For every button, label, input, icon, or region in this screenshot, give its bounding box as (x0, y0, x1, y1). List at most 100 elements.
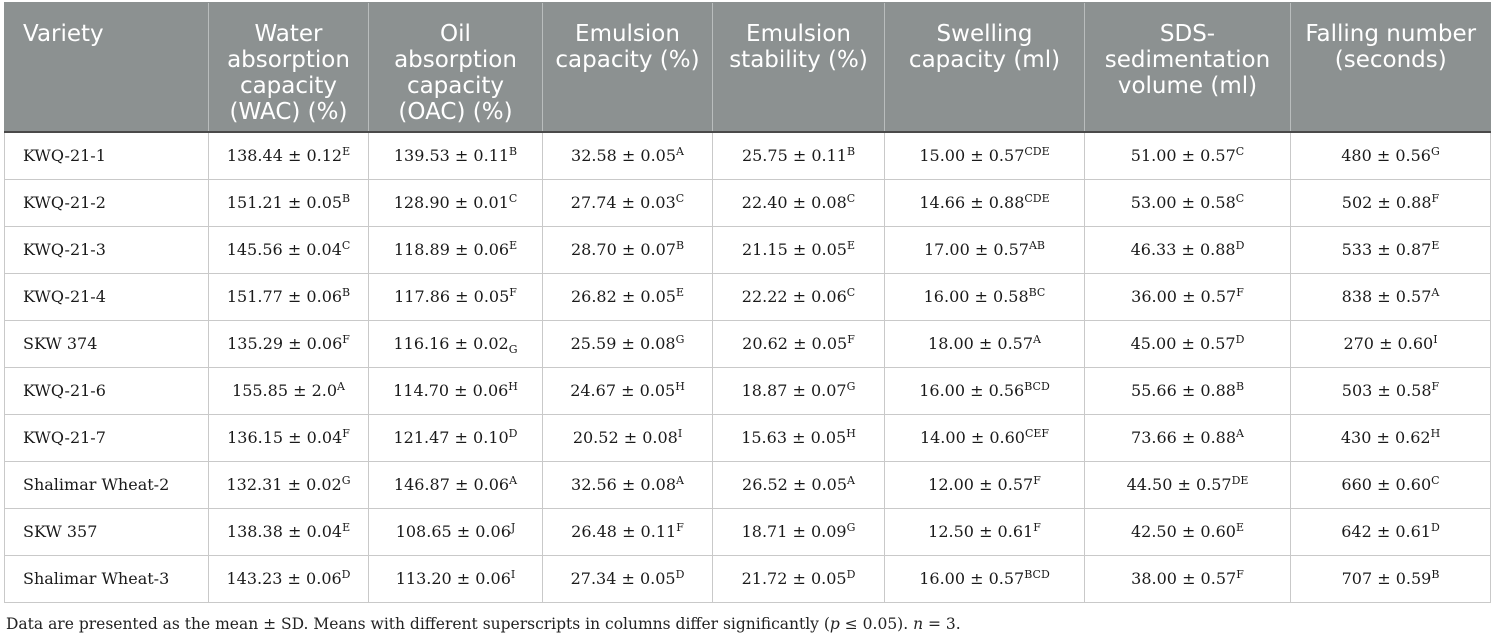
table-row: SKW 357 138.38 ± 0.04E 108.65 ± 0.06J 26.48… (4, 507, 1491, 556)
cell-value: 146.87 ± 0.06 (393, 475, 510, 494)
significance-superscript: C (675, 192, 685, 205)
value-cell: 45.00 ± 0.57D (1084, 319, 1291, 368)
value-cell: 14.00 ± 0.60CEF (884, 413, 1085, 462)
significance-superscript: CDE (1024, 192, 1050, 205)
significance-superscript: D (675, 568, 685, 581)
value-cell: 138.38 ± 0.04E (208, 507, 369, 556)
value-cell: 26.82 ± 0.05E (542, 272, 713, 321)
table-container: Variety Water absorption capacity (WAC) … (4, 2, 1491, 633)
data-table: Variety Water absorption capacity (WAC) … (4, 2, 1491, 603)
value-cell: 146.87 ± 0.06A (368, 460, 543, 509)
significance-superscript: I (1433, 333, 1438, 346)
cell-value: 18.87 ± 0.07 (741, 381, 847, 400)
significance-superscript: A (1431, 286, 1440, 299)
significance-superscript: D (341, 568, 351, 581)
significance-superscript: E (1431, 239, 1440, 252)
significance-superscript: F (676, 521, 684, 534)
cell-value: 707 ± 0.59 (1341, 569, 1432, 588)
table-row: Shalimar Wheat-3 143.23 ± 0.06D 113.20 ± 0… (4, 554, 1491, 603)
cell-value: 73.66 ± 0.88 (1131, 428, 1237, 447)
value-cell: 155.85 ± 2.0A (208, 366, 369, 415)
cell-value: 42.50 ± 0.60 (1130, 522, 1236, 541)
cell-value: 135.29 ± 0.06 (227, 334, 343, 353)
significance-superscript: H (508, 380, 518, 393)
significance-superscript: C (1235, 145, 1245, 159)
cell-value: 114.70 ± 0.06 (393, 381, 509, 400)
value-cell: 20.62 ± 0.05F (712, 319, 885, 368)
cell-value: 138.38 ± 0.04 (226, 522, 343, 541)
value-cell: 660 ± 0.60C (1290, 460, 1491, 509)
significance-superscript: A (676, 474, 684, 487)
significance-superscript: BC (1028, 286, 1046, 299)
value-cell: 46.33 ± 0.88D (1084, 225, 1291, 274)
header-variety: Variety (4, 2, 209, 132)
significance-superscript: A (847, 474, 855, 487)
value-cell: 38.00 ± 0.57F (1084, 554, 1291, 603)
header-row: Variety Water absorption capacity (WAC) … (4, 2, 1491, 132)
significance-superscript: H (675, 380, 685, 393)
cell-value: 14.00 ± 0.60 (919, 428, 1025, 447)
cell-value: 46.33 ± 0.88 (1130, 240, 1236, 259)
significance-superscript: A (676, 145, 684, 159)
cell-value: 270 ± 0.60 (1343, 334, 1434, 353)
significance-superscript: E (675, 286, 685, 299)
significance-superscript: C (1431, 474, 1440, 487)
value-cell: 270 ± 0.60I (1290, 319, 1491, 368)
cell-value: 838 ± 0.57 (1341, 287, 1432, 306)
cell-value: 145.56 ± 0.04 (226, 240, 342, 259)
significance-superscript: A (1236, 427, 1244, 440)
cell-value: 38.00 ± 0.57 (1131, 569, 1237, 588)
significance-superscript: F (1431, 380, 1440, 393)
cell-value: 12.50 ± 0.61 (928, 522, 1034, 541)
value-cell: 18.87 ± 0.07G (712, 366, 885, 415)
value-cell: 73.66 ± 0.88A (1084, 413, 1291, 462)
cell-value: 36.00 ± 0.57 (1131, 287, 1237, 306)
cell-value: 16.00 ± 0.57 (919, 569, 1025, 588)
cell-value: 26.48 ± 0.11 (571, 522, 677, 541)
cell-value: 143.23 ± 0.06 (226, 569, 342, 588)
table-row: KWQ-21-3 145.56 ± 0.04C 118.89 ± 0.06E 28.7… (4, 225, 1491, 274)
value-cell: 143.23 ± 0.06D (208, 554, 369, 603)
significance-superscript: D (846, 568, 856, 581)
significance-superscript: C (846, 286, 856, 299)
value-cell: 642 ± 0.61D (1290, 507, 1491, 556)
value-cell: 16.00 ± 0.57BCD (884, 554, 1085, 603)
cell-value: 136.15 ± 0.04 (227, 428, 343, 447)
table-row: KWQ-21-1 138.44 ± 0.12E 139.53 ± 0.11B 32.5… (4, 131, 1491, 180)
value-cell: 145.56 ± 0.04C (208, 225, 369, 274)
value-cell: 21.72 ± 0.05D (712, 554, 885, 603)
value-cell: 36.00 ± 0.57F (1084, 272, 1291, 321)
cell-value: 118.89 ± 0.06 (393, 240, 510, 259)
significance-superscript: CDE (1024, 145, 1050, 159)
significance-superscript: G (675, 333, 685, 346)
variety-cell: Shalimar Wheat-2 (4, 460, 209, 509)
table-row: Shalimar Wheat-2 132.31 ± 0.02G 146.87 ± 0… (4, 460, 1491, 509)
value-cell: 27.74 ± 0.03C (542, 178, 713, 227)
cell-value: 22.40 ± 0.08 (741, 193, 847, 212)
cell-value: 26.82 ± 0.05 (570, 287, 676, 306)
table-row: SKW 374 135.29 ± 0.06F 116.16 ± 0.02G 25.59… (4, 319, 1491, 368)
cell-value: 25.59 ± 0.08 (570, 334, 676, 353)
value-cell: 502 ± 0.88F (1290, 178, 1491, 227)
footnote-p-symbol: p (829, 614, 840, 633)
significance-superscript: B (342, 286, 351, 299)
significance-superscript: B (1431, 568, 1440, 581)
significance-superscript: A (337, 380, 345, 393)
value-cell: 113.20 ± 0.06I (368, 554, 543, 603)
value-cell: 114.70 ± 0.06H (368, 366, 543, 415)
variety-cell: KWQ-21-1 (4, 131, 209, 180)
footnote-p-threshold: ≤ 0.05). (839, 614, 914, 633)
variety-cell: Shalimar Wheat-3 (4, 554, 209, 603)
significance-superscript: B (1235, 380, 1245, 393)
significance-superscript: C (846, 192, 856, 205)
value-cell: 26.52 ± 0.05A (712, 460, 885, 509)
cell-value: 117.86 ± 0.05 (394, 287, 510, 306)
significance-superscript: G (341, 474, 351, 487)
cell-value: 660 ± 0.60 (1341, 475, 1432, 494)
significance-superscript: A (509, 474, 518, 487)
value-cell: 128.90 ± 0.01C (368, 178, 543, 227)
cell-value: 128.90 ± 0.01 (393, 193, 509, 212)
variety-cell: KWQ-21-4 (4, 272, 209, 321)
value-cell: 16.00 ± 0.58BC (884, 272, 1085, 321)
value-cell: 12.50 ± 0.61F (884, 507, 1085, 556)
